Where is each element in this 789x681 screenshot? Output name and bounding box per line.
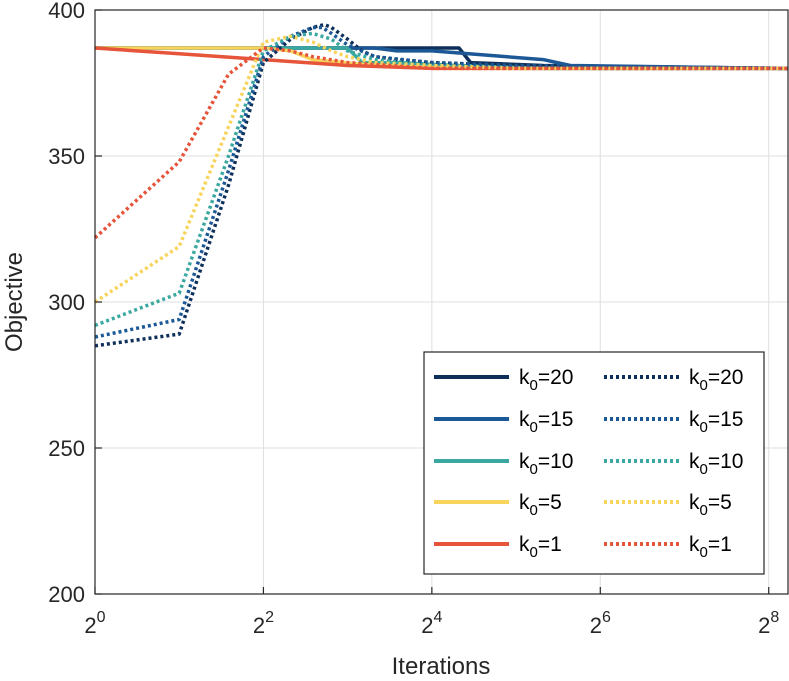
y-tick-label: 300 xyxy=(48,290,85,315)
x-tick-label: 24 xyxy=(421,609,442,638)
y-tick-label: 250 xyxy=(48,436,85,461)
y-tick-label: 200 xyxy=(48,582,85,607)
legend-label-k20-dotted: k0=20 xyxy=(689,366,743,394)
legend-label-k20-solid: k0=20 xyxy=(519,366,573,394)
x-tick-label: 22 xyxy=(253,609,274,638)
series-line-k20-dotted xyxy=(94,22,788,348)
legend-label-k15-solid: k0=15 xyxy=(519,408,573,436)
legend-label-k1-dotted: k0=1 xyxy=(689,533,732,561)
x-tick-label: 28 xyxy=(758,609,779,638)
legend-label-k5-dotted: k0=5 xyxy=(689,491,732,519)
y-tick-label: 350 xyxy=(48,144,85,169)
legend-label-k10-dotted: k0=10 xyxy=(689,450,743,478)
x-tick-label: 20 xyxy=(84,609,105,638)
legend-label-k5-solid: k0=5 xyxy=(519,491,562,519)
legend-label-k10-solid: k0=10 xyxy=(519,450,573,478)
legend-label-k1-solid: k0=1 xyxy=(519,533,562,561)
legend: k0=20 k0=15 k0=10 k0=5 k0=1 k0=20 k0=15 k0=10 k0… xyxy=(423,351,765,575)
series-layer xyxy=(93,22,789,348)
y-tick-label: 400 xyxy=(48,0,85,23)
legend-label-k15-dotted: k0=15 xyxy=(689,408,743,436)
y-axis-title: Objective xyxy=(1,252,28,352)
series-line-k1-dotted xyxy=(93,46,788,240)
tick-layer: 200 250 300 350 400 20 22 24 26 28 xyxy=(48,0,779,638)
x-axis-title: Iterations xyxy=(392,653,491,680)
series-line-k15-dotted xyxy=(94,25,789,339)
series-line-k10-dotted xyxy=(94,31,788,328)
x-tick-label: 26 xyxy=(590,609,611,638)
